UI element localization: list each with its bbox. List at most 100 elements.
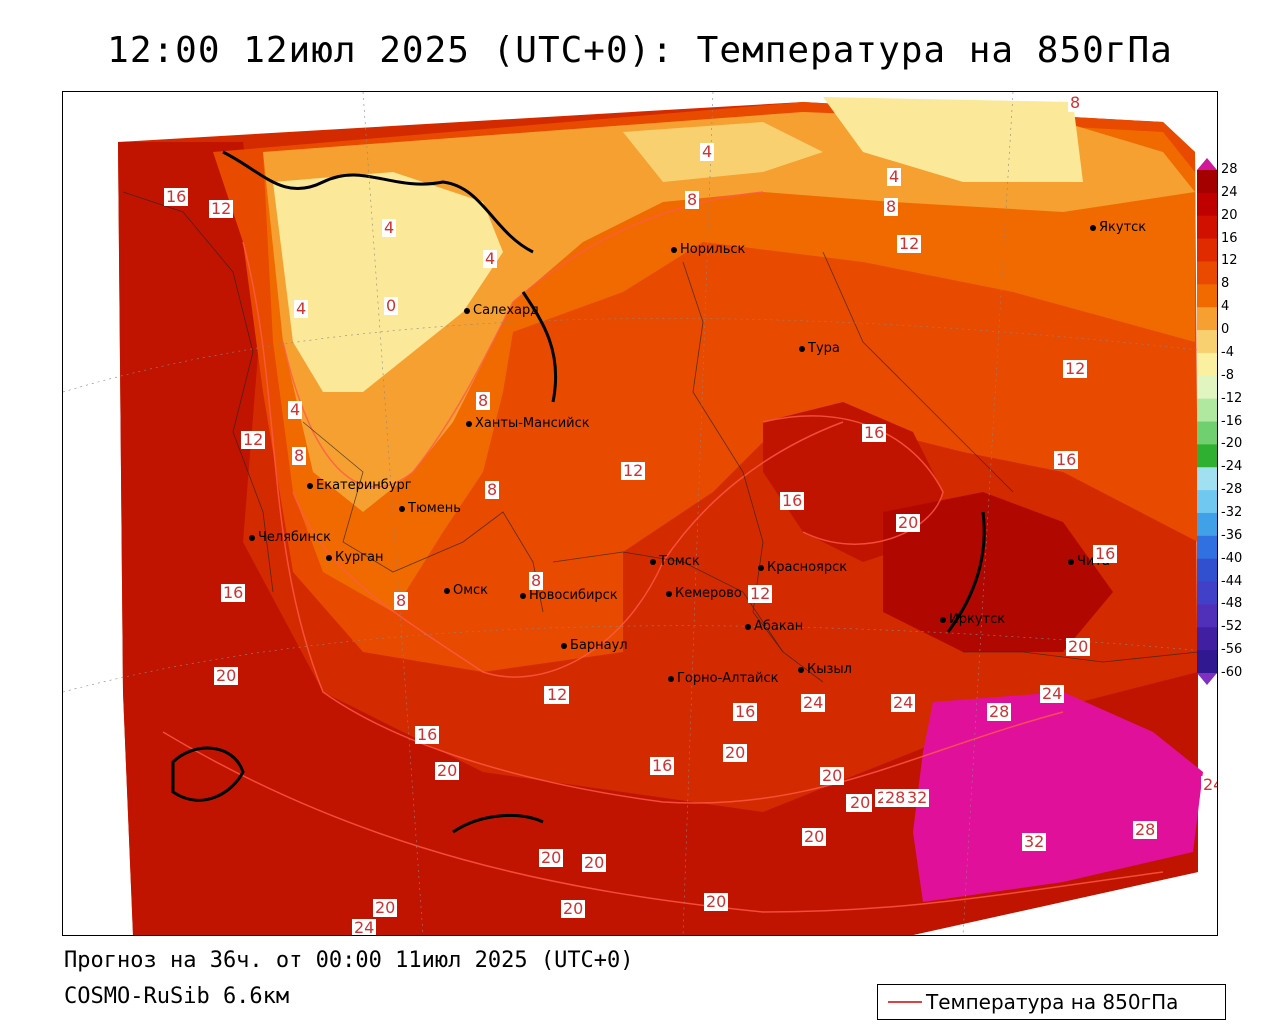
colorbar-swatch bbox=[1197, 398, 1217, 422]
colorbar-tick-label: 4 bbox=[1221, 299, 1230, 315]
colorbar-tick-label: 0 bbox=[1221, 322, 1230, 338]
contour-label: 8 bbox=[1068, 93, 1083, 112]
colorbar-swatch bbox=[1197, 490, 1217, 514]
colorbar-swatch bbox=[1197, 444, 1217, 468]
chart-title: 12:00 12июл 2025 (UTC+0): Температура на… bbox=[107, 30, 1173, 71]
colorbar-swatch bbox=[1197, 512, 1217, 537]
contour-label: 32 bbox=[905, 788, 930, 807]
colorbar-swatch bbox=[1197, 467, 1217, 491]
contour-label: 24 bbox=[891, 693, 916, 712]
contour-label: 12 bbox=[241, 430, 266, 449]
colorbar-swatch bbox=[1197, 284, 1217, 308]
colorbar-swatch bbox=[1197, 307, 1217, 331]
contour-label: 16 bbox=[1054, 450, 1079, 469]
contour-label: 16 bbox=[1093, 544, 1118, 563]
contour-label: 4 bbox=[700, 142, 715, 161]
colorbar-tick-label: 20 bbox=[1221, 207, 1238, 223]
contour-label: 16 bbox=[221, 583, 246, 602]
colorbar-arrow-bottom bbox=[1197, 673, 1217, 685]
city-label: Екатеринбург bbox=[307, 478, 412, 493]
colorbar-tick-label: -20 bbox=[1221, 436, 1243, 452]
colorbar-tick-label: -60 bbox=[1221, 665, 1243, 680]
contour-label: 16 bbox=[415, 725, 440, 744]
city-label: Курган bbox=[325, 550, 384, 565]
colorbar-tick-label: 28 bbox=[1221, 162, 1238, 177]
colorbar-swatch bbox=[1197, 352, 1217, 377]
legend-line-swatch bbox=[888, 1001, 922, 1003]
city-label: Новосибирск bbox=[520, 588, 618, 603]
contour-label: 24 bbox=[1201, 776, 1217, 794]
forecast-caption: Прогноз на 36ч. от 00:00 11июл 2025 (UTC… bbox=[64, 948, 634, 973]
city-label: Иркутск bbox=[939, 612, 1006, 627]
colorbar-tick-label: 8 bbox=[1221, 276, 1230, 292]
contour-label: 24 bbox=[352, 918, 377, 936]
contour-label: 12 bbox=[897, 234, 922, 253]
colorbar-swatch bbox=[1197, 650, 1217, 674]
contour-label: 8 bbox=[685, 190, 700, 209]
contour-label: 20 bbox=[820, 766, 845, 785]
contour-label: 12 bbox=[621, 461, 646, 480]
colorbar-swatch bbox=[1197, 604, 1217, 628]
colorbar-tick-label: -40 bbox=[1221, 550, 1243, 566]
colorbar-swatch bbox=[1197, 535, 1217, 560]
colorbar-swatch bbox=[1197, 558, 1217, 583]
contour-label: 16 bbox=[862, 423, 887, 442]
colorbar-tick-label: -48 bbox=[1221, 596, 1243, 612]
colorbar-swatch bbox=[1197, 215, 1217, 240]
city-label: Кызыл bbox=[798, 662, 852, 677]
contour-label: 16 bbox=[650, 756, 675, 775]
colorbar-arrow-top bbox=[1197, 158, 1217, 170]
contour-label: 24 bbox=[801, 693, 826, 712]
contour-label: 28 bbox=[987, 702, 1012, 721]
city-label: Ханты-Мансийск bbox=[466, 416, 590, 431]
colorbar-tick-label: -16 bbox=[1221, 413, 1243, 429]
colorbar-swatch bbox=[1197, 238, 1217, 262]
city-label: Тюмень bbox=[399, 501, 461, 516]
legend: Температура на 850гПа bbox=[877, 984, 1226, 1020]
colorbar-tick-label: -8 bbox=[1221, 367, 1234, 383]
city-label: Омск bbox=[443, 583, 489, 598]
contour-label: 28 bbox=[1133, 820, 1158, 839]
contour-label: 32 bbox=[1022, 832, 1047, 851]
city-label: Горно-Алтайск bbox=[667, 671, 779, 686]
city-label: Челябинск bbox=[248, 530, 332, 545]
contour-label: 20 bbox=[723, 743, 748, 762]
colorbar bbox=[1197, 158, 1217, 685]
contour-label: 16 bbox=[164, 187, 189, 206]
colorbar-tick-label: -36 bbox=[1221, 527, 1243, 543]
colorbar-swatch bbox=[1197, 170, 1217, 194]
contour-label: 16 bbox=[733, 702, 758, 721]
colorbar-tick-label: -4 bbox=[1221, 344, 1234, 360]
contour-label: 20 bbox=[561, 899, 586, 918]
colorbar-swatch bbox=[1197, 581, 1217, 605]
contour-label: 8 bbox=[529, 571, 544, 590]
city-label: Салехард bbox=[463, 303, 540, 318]
contour-label: 4 bbox=[382, 218, 397, 237]
contour-label: 8 bbox=[884, 197, 899, 216]
contour-label: 4 bbox=[294, 299, 309, 318]
contour-label: 20 bbox=[373, 898, 398, 917]
contour-label: 8 bbox=[394, 591, 409, 610]
contour-label: 12 bbox=[1063, 359, 1088, 378]
colorbar-swatch bbox=[1197, 421, 1217, 445]
contour-label: 20 bbox=[1066, 637, 1091, 656]
colorbar-tick-label: -44 bbox=[1221, 573, 1243, 589]
city-label: Томск bbox=[650, 554, 700, 569]
contour-label: 12 bbox=[209, 199, 234, 218]
city-label: Барнаул bbox=[561, 638, 628, 653]
colorbar-tick-label: -28 bbox=[1221, 482, 1243, 498]
contour-label: 4 bbox=[483, 249, 498, 268]
colorbar-tick-label: -56 bbox=[1221, 642, 1243, 658]
contour-label: 20 bbox=[539, 848, 564, 867]
colorbar-tick-label: 12 bbox=[1221, 253, 1238, 269]
contour-label: 20 bbox=[896, 513, 921, 532]
city-label: Норильск bbox=[670, 242, 746, 257]
contour-label: 20 bbox=[214, 666, 239, 685]
contour-label: 16 bbox=[780, 491, 805, 510]
contour-label: 20 bbox=[435, 761, 460, 780]
city-label: Якутск bbox=[1089, 220, 1147, 235]
contour-label: 4 bbox=[288, 400, 303, 419]
colorbar-tick-label: -12 bbox=[1221, 390, 1243, 406]
contour-label: 12 bbox=[748, 584, 773, 603]
colorbar-tick-label: -32 bbox=[1221, 504, 1243, 520]
